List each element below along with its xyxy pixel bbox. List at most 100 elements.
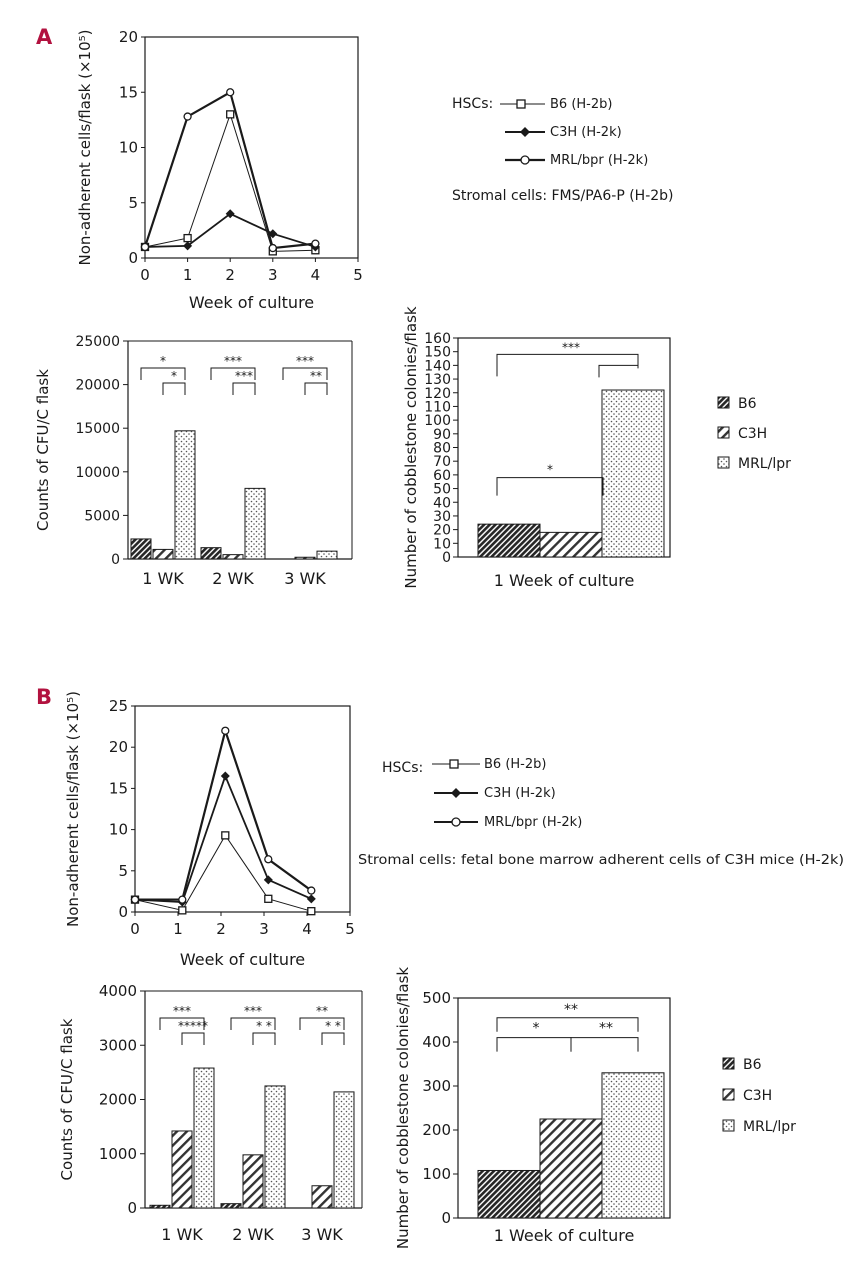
y-axis-label: Number of cobblestone colonies/flask bbox=[402, 306, 420, 588]
significance-stars: ***** bbox=[178, 1019, 208, 1033]
bar-legend-a-swatch-mrl bbox=[717, 456, 730, 469]
y-tick-label: 5000 bbox=[84, 508, 120, 524]
y-tick-label: 2000 bbox=[99, 1091, 137, 1109]
y-tick-label: 10000 bbox=[75, 465, 120, 481]
bar-mrllpr bbox=[244, 487, 266, 560]
x-tick-label: 2 bbox=[225, 266, 235, 284]
bar-chart-cobblestone-b: 0 100 200 300 400 500 Number of cobblestone co… bbox=[394, 967, 671, 1249]
significance-bracket bbox=[598, 364, 638, 378]
significance-stars: *** bbox=[296, 354, 314, 368]
significance-bracket bbox=[181, 1032, 205, 1045]
y-tick-label: 70 bbox=[433, 454, 451, 470]
legend-a-item-mrl: MRL/bpr (H-2k) bbox=[505, 153, 648, 168]
significance-bracket bbox=[159, 1017, 205, 1030]
panel-letter-a: A bbox=[36, 25, 53, 49]
x-tick-label: 5 bbox=[345, 920, 355, 938]
bar-legend-a-label-c3h: C3H bbox=[738, 426, 767, 442]
y-tick-label: 0 bbox=[111, 552, 120, 568]
significance-stars: * bbox=[160, 354, 166, 368]
y-tick-label: 20 bbox=[119, 28, 138, 46]
y-tick-label: 0 bbox=[127, 1199, 137, 1217]
x-tick-label: 5 bbox=[353, 266, 363, 284]
x-tick-label: 4 bbox=[311, 266, 321, 284]
x-tick-label: 3 bbox=[259, 920, 269, 938]
data-point-diamond bbox=[225, 209, 235, 219]
series-line-square bbox=[144, 112, 316, 252]
significance-stars: * bbox=[533, 1021, 540, 1037]
legend-a-label-mrl: MRL/bpr (H-2k) bbox=[550, 153, 648, 168]
legend-b-item-mrl: MRL/bpr (H-2k) bbox=[434, 815, 582, 830]
data-point-circle bbox=[307, 886, 316, 895]
bar-b6 bbox=[477, 523, 541, 558]
y-tick-label: 25 bbox=[109, 697, 128, 715]
bar-chart-cfu-a: 0 5000 10000 15000 20000 25000 Counts of CFU/C… bbox=[34, 334, 353, 588]
legend-a-hsc-label: HSCs: bbox=[452, 96, 493, 112]
y-tick-label: 200 bbox=[422, 1121, 451, 1139]
data-point-circle bbox=[221, 726, 230, 735]
bar-mrllpr bbox=[601, 389, 665, 558]
data-point-circle bbox=[226, 88, 235, 97]
legend-a-stromal: Stromal cells: FMS/PA6-P (H-2b) bbox=[452, 188, 674, 204]
category-label: 2 WK bbox=[212, 569, 254, 588]
x-axis-label: Week of culture bbox=[180, 950, 305, 969]
y-tick-label: 30 bbox=[433, 509, 451, 525]
y-tick-label: 1000 bbox=[99, 1145, 137, 1163]
category-label: 1 WK bbox=[142, 569, 184, 588]
y-tick-label: 10 bbox=[109, 821, 128, 839]
legend-a-label-b6: B6 (H-2b) bbox=[550, 97, 612, 112]
significance-stars: * * bbox=[325, 1019, 341, 1033]
legend-a-item-b6: B6 (H-2b) bbox=[500, 97, 612, 112]
legend-a-label-c3h: C3H (H-2k) bbox=[550, 125, 622, 140]
bar-mrllpr bbox=[174, 430, 196, 560]
y-tick-label: 110 bbox=[424, 399, 451, 415]
significance-stars: *** bbox=[235, 369, 253, 383]
y-tick-label: 4000 bbox=[99, 982, 137, 1000]
y-tick-label: 0 bbox=[118, 903, 128, 921]
bar-legend-b-swatch-c3h bbox=[722, 1088, 735, 1101]
bar-legend-b-swatch-b6 bbox=[722, 1057, 735, 1070]
y-tick-label: 500 bbox=[422, 989, 451, 1007]
bar-legend-b-label-c3h: C3H bbox=[743, 1088, 772, 1104]
data-point-square bbox=[221, 831, 230, 840]
y-tick-label: 0 bbox=[441, 1209, 451, 1227]
y-tick-label: 100 bbox=[424, 413, 451, 429]
significance-stars: *** bbox=[173, 1004, 191, 1018]
significance-stars: *** bbox=[224, 354, 242, 368]
data-point-diamond bbox=[183, 241, 193, 251]
y-tick-label: 60 bbox=[433, 468, 451, 484]
significance-stars: * bbox=[171, 369, 177, 383]
bar-b6 bbox=[477, 1169, 541, 1219]
data-point-circle bbox=[311, 239, 320, 248]
significance-bracket bbox=[570, 1037, 639, 1052]
significance-bracket bbox=[496, 1037, 572, 1052]
y-axis-label: Counts of CFU/C flask bbox=[58, 1018, 76, 1180]
significance-stars: *** bbox=[562, 340, 580, 354]
y-axis-label: Non-adherent cells/flask (×10⁵) bbox=[64, 691, 82, 927]
x-tick-label: 4 bbox=[302, 920, 312, 938]
y-tick-label: 80 bbox=[433, 441, 451, 457]
y-tick-label: 400 bbox=[422, 1033, 451, 1051]
y-tick-label: 130 bbox=[424, 372, 451, 388]
bar-mrllpr bbox=[601, 1072, 665, 1219]
significance-bracket bbox=[321, 1032, 345, 1045]
x-axis-label: Week of culture bbox=[189, 293, 314, 312]
significance-bracket bbox=[230, 1017, 276, 1030]
significance-bracket bbox=[496, 477, 604, 496]
legend-a: HSCs: B6 (H-2b) C3H (H-2k) MRL/bpr (H-2k… bbox=[452, 96, 674, 204]
significance-stars: ** bbox=[599, 1021, 613, 1037]
significance-stars: ** bbox=[316, 1004, 328, 1018]
data-point-circle bbox=[183, 112, 192, 121]
y-axis-label: Non-adherent cells/flask (×10⁵) bbox=[76, 30, 94, 266]
y-tick-label: 160 bbox=[424, 331, 451, 347]
bar-c3h bbox=[539, 531, 603, 558]
y-tick-label: 20000 bbox=[75, 378, 120, 394]
y-tick-label: 20 bbox=[433, 523, 451, 539]
significance-stars: *** bbox=[244, 1004, 262, 1018]
y-tick-label: 25000 bbox=[75, 334, 120, 350]
legend-b: HSCs: B6 (H-2b) C3H (H-2k) MRL/bpr (H-2k… bbox=[358, 757, 844, 868]
legend-b-label-b6: B6 (H-2b) bbox=[484, 757, 546, 772]
legend-b-item-b6: B6 (H-2b) bbox=[432, 757, 546, 772]
legend-b-hsc-label: HSCs: bbox=[382, 760, 423, 776]
data-point-circle bbox=[130, 895, 140, 904]
